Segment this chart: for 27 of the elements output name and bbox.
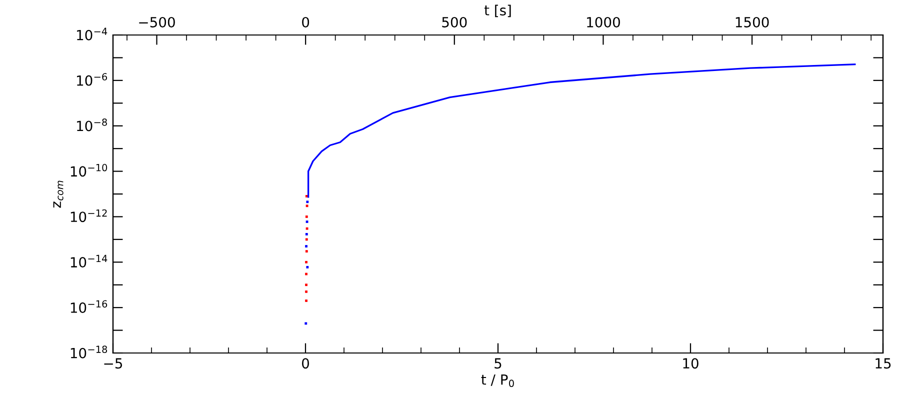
y-tick-label: 10$^{−8}$ (77, 118, 107, 132)
y-axis-title: z$_{com}$ (53, 180, 64, 208)
point (305, 232, 308, 236)
point (306, 266, 309, 268)
x2-tick-label: 0 (302, 16, 310, 28)
point (306, 200, 309, 204)
x2-axis-title: t [s] (484, 4, 511, 18)
x2-tick-label: 1500 (736, 16, 769, 28)
y-tick-label: 10$^{−14}$ (70, 254, 108, 268)
x-tick-label: 10 (683, 358, 698, 369)
x-tick-label: 5 (494, 358, 502, 369)
point (305, 250, 308, 253)
point (304, 322, 308, 325)
y-tick-label: 10$^{−6}$ (77, 73, 108, 86)
y-tick-label: 10$^{−12}$ (70, 209, 107, 222)
y-tick-label: 10$^{−18}$ (70, 346, 108, 358)
x-tick-label: 15 (876, 358, 891, 369)
x-tick-label: −5 (104, 358, 122, 369)
x2-tick-label: −500 (139, 16, 175, 28)
x-tick-label: 0 (302, 358, 309, 369)
x-axis-title: t / P$_{0}$ (481, 374, 514, 388)
y-tick-label: 10$^{−4}$ (77, 28, 108, 40)
x2-tick-label: 1000 (587, 16, 620, 28)
y-tick-label: 10$^{−16}$ (70, 300, 108, 313)
x2-tick-label: 500 (442, 16, 467, 28)
point (305, 238, 308, 241)
y-tick-label: 10$^{−10}$ (70, 164, 108, 177)
